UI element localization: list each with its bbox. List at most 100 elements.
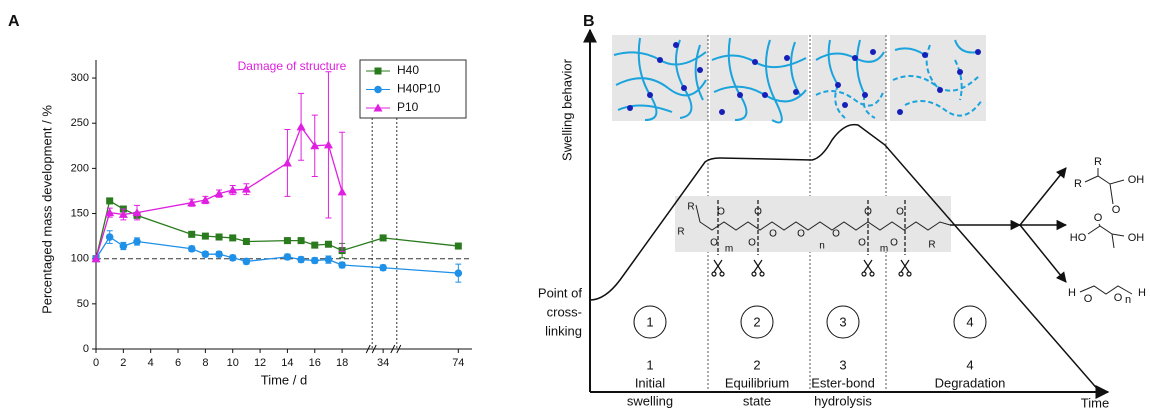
product-bonds — [1079, 168, 1133, 295]
phase-number: 1 — [646, 357, 653, 372]
marker — [201, 232, 209, 240]
marker — [119, 242, 128, 250]
marker — [282, 158, 292, 167]
swelling-curve — [589, 123, 1101, 393]
marker — [324, 255, 333, 264]
marker — [105, 208, 115, 217]
marker — [241, 184, 251, 193]
y-axis-label: Swelling behavior — [559, 58, 574, 161]
panel-b: Swelling behavior Time Point of cross-linki… — [538, 28, 1146, 410]
phase-number: 3 — [839, 357, 846, 372]
y-tick-label: 300 — [71, 72, 89, 84]
y-tick-label: 50 — [77, 298, 89, 310]
x-tick-label: 16 — [309, 357, 321, 369]
x-tick-label: 8 — [202, 357, 208, 369]
y-axis-label: Percentaged mass development / % — [39, 105, 54, 314]
marker — [118, 209, 128, 218]
polymer-atom: O — [896, 207, 904, 218]
phase-circle-number: 1 — [646, 314, 653, 329]
phase-circle-number: 4 — [966, 314, 973, 329]
product-atom: O — [1084, 293, 1093, 305]
network-images — [612, 35, 986, 124]
marker — [228, 253, 237, 262]
product-atom: O — [1114, 292, 1123, 304]
polymer-atom: O — [832, 229, 840, 240]
marker — [242, 257, 251, 266]
marker — [188, 230, 196, 238]
x-tick-label: 4 — [148, 357, 154, 369]
marker — [311, 241, 319, 249]
phase-number: 4 — [966, 357, 973, 372]
phase-name: swelling — [627, 393, 673, 408]
phase-name: Ester-bond — [811, 375, 875, 390]
y-tick-label: 200 — [71, 162, 89, 174]
panel-label: A — [8, 13, 20, 30]
marker — [106, 197, 114, 205]
polymer-atom: m — [725, 244, 733, 255]
phase-circle-number: 3 — [839, 314, 846, 329]
x-tick-label: 14 — [281, 357, 293, 369]
polymer-atom: O — [858, 238, 866, 249]
phase-name: state — [743, 393, 771, 408]
marker — [201, 250, 210, 258]
panel-a: 0 50 100 150 200 250 300 0 2 4 6 8 10 12 14 16 18 34 74 Tim… — [39, 59, 472, 387]
x-tick-label: 12 — [254, 357, 266, 369]
marker — [214, 189, 224, 198]
marker — [454, 269, 463, 277]
marker — [187, 198, 197, 207]
y-tick-label: 100 — [71, 253, 89, 265]
product-atom: OH — [1128, 174, 1145, 186]
polymer-atom: O — [717, 207, 725, 218]
phase-name: Degradation — [935, 375, 1006, 390]
x-tick-label: 6 — [175, 357, 181, 369]
marker — [91, 254, 101, 263]
marker — [215, 233, 223, 241]
origin-label: cross- — [547, 304, 582, 319]
marker — [187, 244, 196, 253]
series-line — [95, 236, 459, 274]
marker — [283, 253, 292, 261]
marker — [338, 261, 346, 269]
marker — [229, 234, 237, 242]
polymer-atom: O — [864, 207, 872, 218]
x-axis-label: Time — [1081, 395, 1109, 410]
polymer-atom: O — [748, 238, 756, 249]
polymer-atom: O — [710, 238, 718, 249]
marker — [373, 103, 383, 112]
marker — [310, 141, 320, 150]
y-tick-label: 0 — [83, 343, 89, 355]
series-line — [95, 199, 459, 259]
phase-circle — [633, 305, 667, 339]
phase-number: 2 — [753, 357, 760, 372]
phase-name: Initial — [635, 375, 665, 390]
marker — [228, 185, 238, 194]
polymer-atom: O — [769, 229, 777, 240]
product-arrows — [950, 167, 1068, 283]
x-tick-label: 10 — [227, 357, 239, 369]
polymer-atom: m — [880, 244, 888, 255]
marker — [324, 240, 332, 248]
polymer-atom: O — [890, 238, 898, 249]
marker — [337, 187, 347, 196]
x-tick-label: 2 — [120, 357, 126, 369]
polymer-atom: R — [928, 240, 935, 251]
product-atom: O — [1094, 212, 1103, 224]
polymer-atom: R — [677, 227, 684, 238]
cleave-lines — [717, 200, 906, 255]
polymer-backbone — [695, 204, 951, 231]
polymer-atom: O — [797, 229, 805, 240]
marker — [200, 195, 210, 204]
product-atom: O — [1112, 204, 1121, 216]
axis-break-mark — [390, 344, 402, 354]
polymer-atom: n — [819, 241, 825, 252]
product-atom: HO — [1070, 232, 1087, 244]
marker — [323, 140, 333, 149]
marker — [242, 238, 250, 246]
product-atom: OH — [1128, 232, 1145, 244]
phase-circle-number: 2 — [753, 314, 760, 329]
legend-label: H40P10 — [397, 82, 441, 96]
legend-label: H40 — [397, 63, 419, 77]
marker — [310, 256, 319, 265]
product-atom: H — [1068, 287, 1076, 299]
polymer-atom: O — [754, 207, 762, 218]
